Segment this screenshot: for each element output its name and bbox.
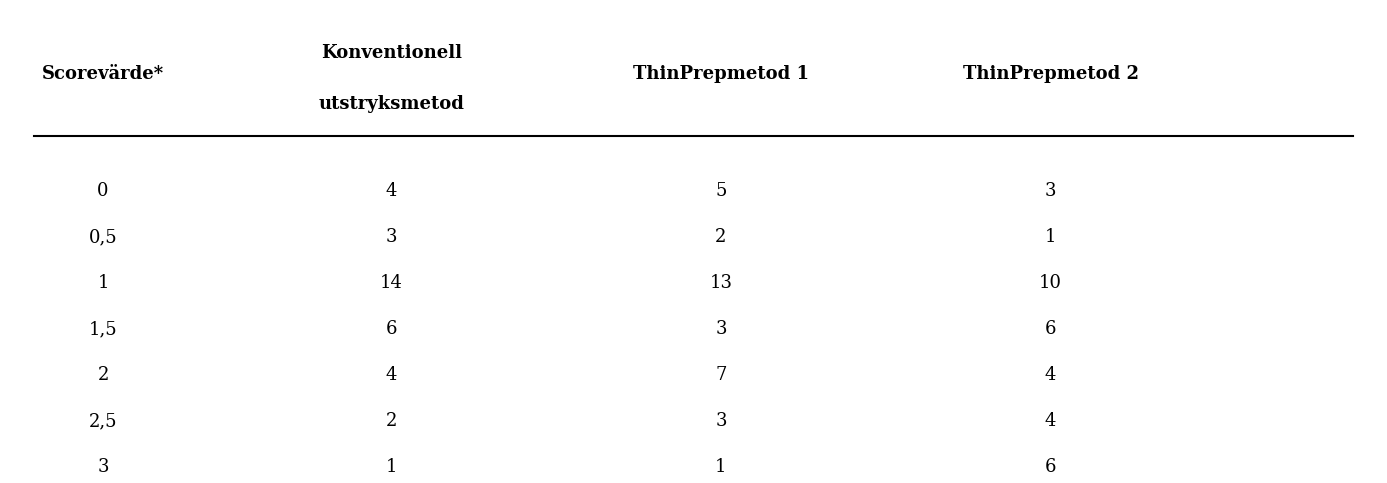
Text: 4: 4 bbox=[386, 366, 397, 384]
Text: 7: 7 bbox=[716, 366, 727, 384]
Text: 3: 3 bbox=[97, 458, 108, 476]
Text: 2: 2 bbox=[97, 366, 108, 384]
Text: 3: 3 bbox=[716, 320, 727, 338]
Text: 13: 13 bbox=[710, 274, 732, 292]
Text: 6: 6 bbox=[386, 320, 397, 338]
Text: ThinPrepmetod 2: ThinPrepmetod 2 bbox=[963, 65, 1139, 83]
Text: 6: 6 bbox=[1044, 458, 1057, 476]
Text: 10: 10 bbox=[1039, 274, 1062, 292]
Text: Konventionell: Konventionell bbox=[320, 44, 462, 62]
Text: 5: 5 bbox=[716, 182, 727, 200]
Text: 2,5: 2,5 bbox=[89, 412, 118, 430]
Text: 3: 3 bbox=[1044, 182, 1057, 200]
Text: 1: 1 bbox=[386, 458, 397, 476]
Text: 1,5: 1,5 bbox=[89, 320, 118, 338]
Text: 4: 4 bbox=[1044, 366, 1056, 384]
Text: Scorevärde*: Scorevärde* bbox=[42, 65, 164, 83]
Text: 4: 4 bbox=[1044, 412, 1056, 430]
Text: 1: 1 bbox=[97, 274, 108, 292]
Text: 1: 1 bbox=[716, 458, 727, 476]
Text: 0: 0 bbox=[97, 182, 108, 200]
Text: 1: 1 bbox=[1044, 228, 1057, 246]
Text: 6: 6 bbox=[1044, 320, 1057, 338]
Text: 4: 4 bbox=[386, 182, 397, 200]
Text: 14: 14 bbox=[380, 274, 402, 292]
Text: 2: 2 bbox=[716, 228, 727, 246]
Text: 3: 3 bbox=[716, 412, 727, 430]
Text: 3: 3 bbox=[386, 228, 397, 246]
Text: 2: 2 bbox=[386, 412, 397, 430]
Text: 0,5: 0,5 bbox=[89, 228, 118, 246]
Text: utstryksmetod: utstryksmetod bbox=[319, 95, 465, 113]
Text: ThinPrepmetod 1: ThinPrepmetod 1 bbox=[632, 65, 809, 83]
